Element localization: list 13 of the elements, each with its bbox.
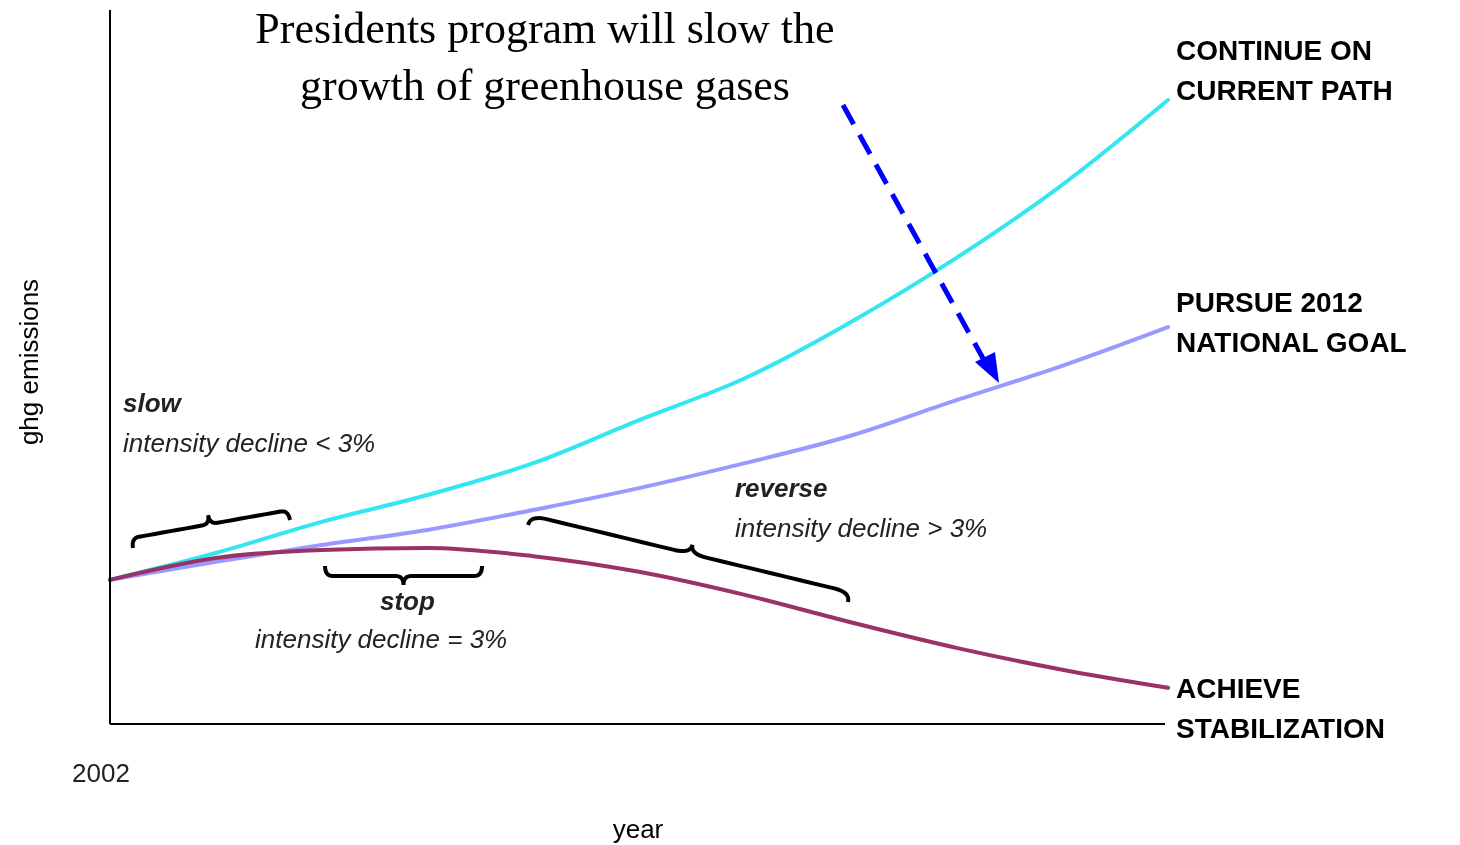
- annotation: intensity decline < 3%: [123, 428, 376, 458]
- chart-title: Presidents program will slow the growth of greenhouse gases: [255, 4, 835, 110]
- annotation: reverse: [735, 473, 828, 503]
- text: 2002: [72, 758, 130, 788]
- annotation: stop: [380, 586, 435, 616]
- series-label: ACHIEVE STABILIZATION: [1176, 672, 1385, 744]
- y-axis-title: ghg emissions: [14, 278, 44, 446]
- series-label: CONTINUE ON CURRENT PATH: [1176, 35, 1393, 106]
- annotation: intensity decline = 3%: [255, 624, 508, 654]
- annotation: intensity decline > 3%: [735, 513, 988, 543]
- annotation: slow: [123, 388, 183, 418]
- series-label: PURSUE 2012 NATIONAL GOAL: [1176, 287, 1407, 359]
- x-axis-title: year: [612, 814, 664, 844]
